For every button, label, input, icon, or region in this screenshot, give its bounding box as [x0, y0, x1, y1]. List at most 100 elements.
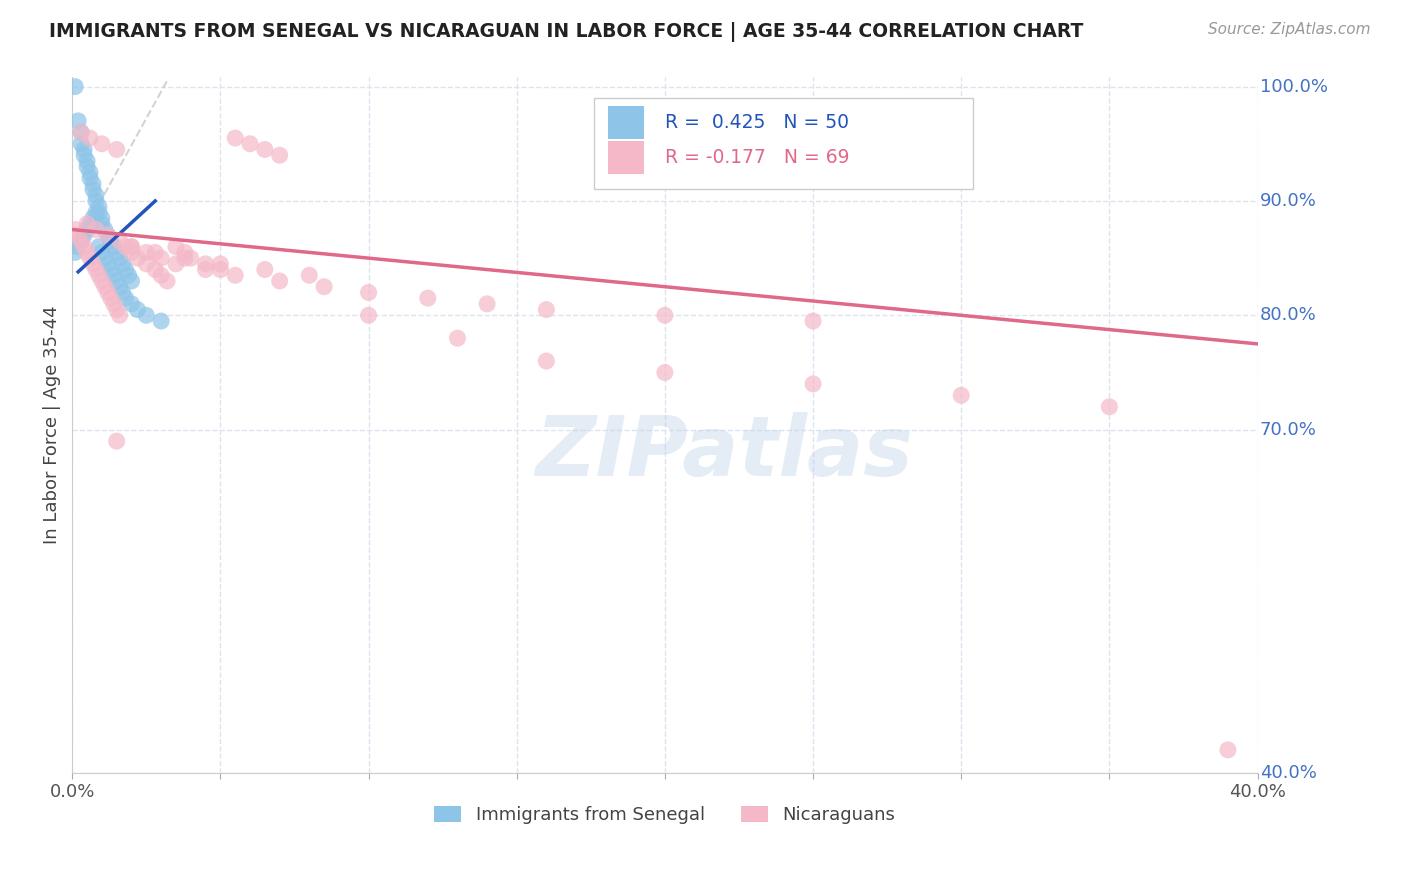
- Point: [103, 240, 125, 254]
- Point: [76, 222, 98, 236]
- Point: [82, 211, 104, 226]
- Point: [63, 222, 86, 236]
- Text: ZIPatlas: ZIPatlas: [536, 412, 912, 493]
- Point: [84, 222, 107, 236]
- Point: [475, 297, 498, 311]
- Point: [90, 136, 112, 151]
- Point: [90, 211, 112, 226]
- Point: [103, 297, 125, 311]
- Point: [87, 205, 110, 219]
- Point: [105, 274, 128, 288]
- Point: [950, 388, 973, 402]
- Point: [100, 262, 122, 277]
- Point: [94, 279, 117, 293]
- Point: [82, 177, 104, 191]
- Point: [70, 125, 93, 139]
- Point: [121, 240, 143, 254]
- Text: 40.0%: 40.0%: [1260, 764, 1317, 781]
- Text: 80.0%: 80.0%: [1260, 306, 1316, 325]
- Point: [165, 240, 187, 254]
- Point: [416, 291, 439, 305]
- Point: [357, 308, 380, 322]
- Point: [97, 257, 120, 271]
- Point: [536, 354, 558, 368]
- Point: [111, 257, 134, 271]
- Point: [156, 274, 179, 288]
- Point: [143, 262, 166, 277]
- Point: [114, 240, 136, 254]
- FancyBboxPatch shape: [607, 106, 644, 139]
- FancyBboxPatch shape: [607, 141, 644, 174]
- Point: [105, 245, 128, 260]
- Point: [654, 366, 676, 380]
- Point: [269, 274, 291, 288]
- Point: [63, 79, 86, 94]
- Point: [108, 251, 131, 265]
- Point: [173, 251, 195, 265]
- Point: [173, 245, 195, 260]
- Point: [239, 136, 262, 151]
- Point: [79, 217, 101, 231]
- Point: [90, 245, 112, 260]
- Point: [143, 245, 166, 260]
- Point: [70, 136, 93, 151]
- Point: [1216, 743, 1239, 757]
- Point: [73, 148, 96, 162]
- Point: [127, 302, 149, 317]
- Point: [82, 182, 104, 196]
- Point: [67, 228, 90, 243]
- Point: [73, 228, 96, 243]
- Point: [357, 285, 380, 300]
- Point: [135, 308, 157, 322]
- Point: [135, 245, 157, 260]
- Point: [103, 268, 125, 283]
- Text: 100.0%: 100.0%: [1260, 78, 1327, 95]
- Point: [165, 257, 187, 271]
- Point: [269, 148, 291, 162]
- Point: [105, 143, 128, 157]
- Point: [97, 228, 120, 243]
- Point: [108, 308, 131, 322]
- Point: [150, 268, 173, 283]
- Text: 90.0%: 90.0%: [1260, 192, 1317, 210]
- Point: [76, 217, 98, 231]
- Point: [253, 143, 276, 157]
- Point: [224, 131, 246, 145]
- Point: [73, 240, 96, 254]
- Point: [127, 251, 149, 265]
- Text: R =  0.425   N = 50: R = 0.425 N = 50: [665, 113, 849, 132]
- Point: [180, 251, 202, 265]
- Point: [150, 251, 173, 265]
- Point: [79, 165, 101, 179]
- Point: [194, 262, 217, 277]
- Point: [90, 274, 112, 288]
- Point: [108, 234, 131, 248]
- Legend: Immigrants from Senegal, Nicaraguans: Immigrants from Senegal, Nicaraguans: [425, 797, 904, 833]
- Point: [84, 262, 107, 277]
- Point: [87, 240, 110, 254]
- Point: [67, 240, 90, 254]
- Point: [121, 245, 143, 260]
- Point: [94, 222, 117, 236]
- Point: [446, 331, 468, 345]
- Point: [76, 245, 98, 260]
- Point: [63, 245, 86, 260]
- Point: [114, 262, 136, 277]
- Point: [114, 291, 136, 305]
- Point: [84, 194, 107, 208]
- Point: [100, 234, 122, 248]
- Point: [801, 314, 824, 328]
- Point: [105, 434, 128, 449]
- Point: [108, 279, 131, 293]
- Point: [536, 302, 558, 317]
- Text: 70.0%: 70.0%: [1260, 421, 1317, 439]
- Point: [209, 262, 232, 277]
- Point: [121, 297, 143, 311]
- Point: [70, 234, 93, 248]
- Point: [79, 251, 101, 265]
- Point: [105, 302, 128, 317]
- Point: [76, 153, 98, 168]
- Point: [253, 262, 276, 277]
- Point: [121, 274, 143, 288]
- Point: [314, 279, 336, 293]
